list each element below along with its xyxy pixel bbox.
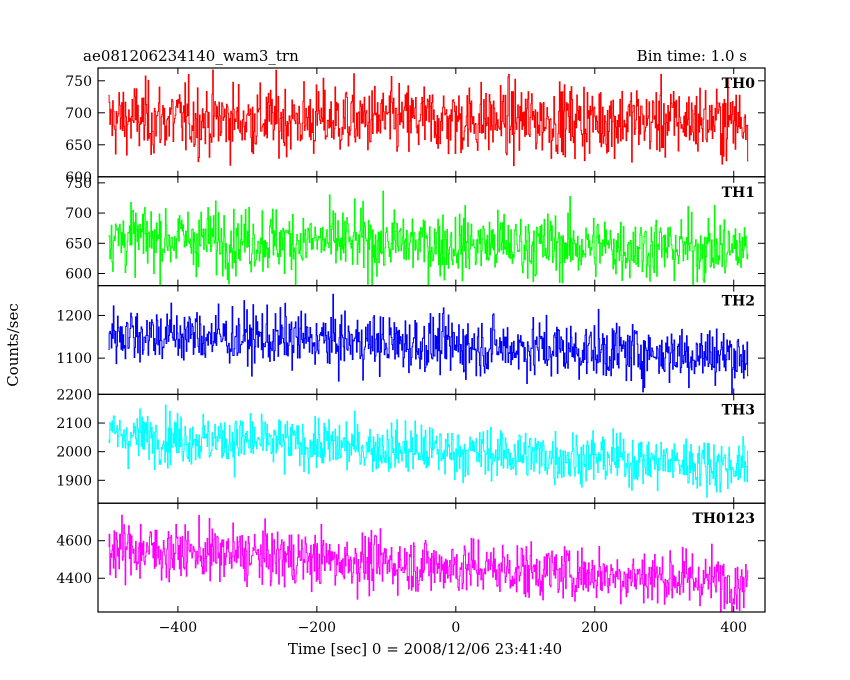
- panel-frame: [97, 176, 766, 287]
- y-tick-label: 1100: [56, 351, 92, 367]
- x-tick-label: −400: [159, 620, 197, 636]
- chart-title: ae081206234140_wam3_trn: [83, 47, 299, 65]
- y-tick-label: 750: [65, 176, 92, 192]
- y-tick-label: 2100: [56, 416, 92, 432]
- series-line-th1: [108, 190, 749, 286]
- series-line-th0123: [108, 514, 749, 613]
- series-line-th3: [108, 404, 749, 498]
- y-tick-label: 650: [65, 236, 92, 252]
- y-tick-label: 1200: [56, 308, 92, 324]
- y-tick-label: 2000: [56, 445, 92, 461]
- panels-group: 600 650 700 750 TH0 600 650 700 750 TH1 1100 1200 TH…: [56, 67, 766, 636]
- panel-frame: [97, 502, 766, 613]
- y-tick-label: 2200: [56, 387, 92, 403]
- y-tick-label: 700: [65, 106, 92, 122]
- series-line-th2: [108, 293, 749, 394]
- bin-time-label: Bin time: 1.0 s: [637, 47, 747, 65]
- x-tick-label: 0: [451, 620, 460, 636]
- x-tick-label: −200: [298, 620, 336, 636]
- x-axis-label: Time [sec] 0 = 2008/12/06 23:41:40: [288, 640, 562, 658]
- y-tick-label: 600: [65, 170, 92, 186]
- series-name-th0: TH0: [722, 76, 756, 92]
- y-tick-label: 750: [65, 74, 92, 90]
- y-tick-label: 4600: [56, 534, 92, 550]
- series-name-th2: TH2: [722, 294, 755, 310]
- series-line-th0: [108, 69, 749, 167]
- series-name-th3: TH3: [722, 402, 755, 418]
- y-tick-label: 600: [65, 267, 92, 283]
- y-tick-label: 650: [65, 138, 92, 154]
- series-name-th0123: TH0123: [692, 511, 755, 527]
- series-name-th1: TH1: [722, 185, 755, 201]
- y-tick-label: 700: [65, 206, 92, 222]
- y-tick-label: 4400: [56, 571, 92, 587]
- x-tick-label: 400: [720, 620, 747, 636]
- y-axis-label: Counts/sec: [4, 303, 22, 387]
- y-tick-label: 1900: [56, 473, 92, 489]
- x-tick-label: 200: [581, 620, 608, 636]
